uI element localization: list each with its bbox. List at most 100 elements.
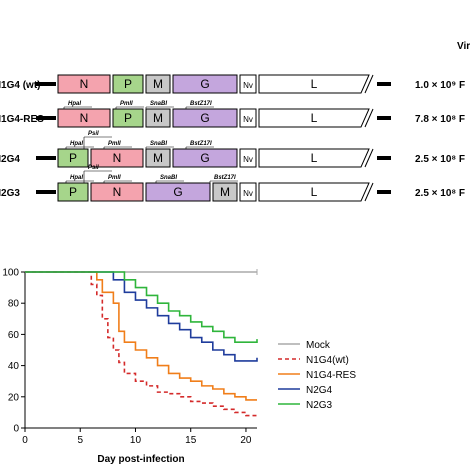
gene-box-nv xyxy=(239,108,257,128)
site-hpai: HpaI xyxy=(70,175,83,181)
gene-label-nv: Nv xyxy=(243,189,253,198)
legend-label-n2g3: N2G3 xyxy=(306,400,333,411)
construct-label: N1G4-RES xyxy=(0,114,44,125)
survival-series xyxy=(25,269,258,417)
site-snabi: SnaBI xyxy=(150,101,167,107)
gene-label-m: M xyxy=(153,77,163,91)
gene-label-l: L xyxy=(311,77,318,91)
gene-box-g xyxy=(172,108,238,128)
gene-label-n: N xyxy=(113,151,122,165)
gene-label-n: N xyxy=(80,111,89,125)
construct-n2g4: N2G4 P N M G Nv L PsiI HpaI PmlI SnaBI BstZ17I 2.5 ×… xyxy=(0,131,465,168)
titer-value: 2.5 × 10⁸ F xyxy=(415,154,465,165)
titer-column-header: Vir xyxy=(457,41,470,52)
gene-label-m: M xyxy=(153,111,163,125)
site-hpai: HpaI xyxy=(70,141,83,147)
gene-label-l: L xyxy=(311,151,318,165)
site-bstz17i: BstZ17I xyxy=(190,141,212,147)
site-bstz17i: BstZ17I xyxy=(214,175,236,181)
x-tick-label: 15 xyxy=(185,435,197,446)
titer-value: 1.0 × 10⁹ F xyxy=(415,80,465,91)
break-mark xyxy=(364,148,374,168)
y-tick-label: 60 xyxy=(8,330,20,341)
gene-label-p: P xyxy=(69,185,77,199)
site-snabi: SnaBI xyxy=(160,175,177,181)
gene-label-g: G xyxy=(173,185,182,199)
break-mark xyxy=(364,74,374,94)
gene-label-nv: Nv xyxy=(243,115,253,124)
gene-box-nv xyxy=(239,148,257,168)
y-tick-label: 100 xyxy=(2,268,19,279)
construct-label: N2G3 xyxy=(0,188,20,199)
site-psii: PsiI xyxy=(88,131,99,137)
legend-label-mock: Mock xyxy=(306,340,331,351)
site-hpai: HpaI xyxy=(68,101,81,107)
series-line-n2g3 xyxy=(25,271,258,343)
site-bstz17i: BstZ17I xyxy=(190,101,212,107)
gene-box-nv xyxy=(239,74,257,94)
chart-legend: Mock N1G4(wt) N1G4-RES N2G4 N2G3 xyxy=(278,340,356,411)
site-pmli: PmlI xyxy=(108,175,121,181)
gene-box-m xyxy=(145,74,171,94)
gene-box-l xyxy=(258,108,370,128)
legend-label-n1g4-res: N1G4-RES xyxy=(306,370,356,381)
x-tick-label: 0 xyxy=(22,435,28,446)
gene-label-g: G xyxy=(200,111,209,125)
series-line-n2g4 xyxy=(25,271,258,362)
gene-box-n xyxy=(90,148,144,168)
titer-value: 7.8 × 10⁸ F xyxy=(415,114,465,125)
gene-box-m xyxy=(145,148,171,168)
construct-n2g3: N2G3 P N G M Nv L PsiI HpaI PmlI SnaBI BstZ17I 2.5 ×… xyxy=(0,165,465,202)
gene-box-p xyxy=(57,182,89,202)
gene-box-l xyxy=(258,148,370,168)
gene-box-p xyxy=(112,108,144,128)
series-line-n1g4-res xyxy=(25,271,257,401)
site-psii: PsiI xyxy=(88,165,99,171)
x-tick-label: 5 xyxy=(77,435,83,446)
gene-label-nv: Nv xyxy=(243,81,253,90)
gene-box-p xyxy=(57,148,89,168)
gene-box-g xyxy=(145,182,211,202)
gene-box-n xyxy=(57,108,111,128)
gene-box-m xyxy=(145,108,171,128)
legend-label-n1g4-wt: N1G4(wt) xyxy=(306,355,349,366)
site-pmli: PmlI xyxy=(120,101,133,107)
gene-box-g xyxy=(172,74,238,94)
x-axis-label: Day post-infection xyxy=(97,454,184,465)
gene-box-n xyxy=(57,74,111,94)
gene-label-m: M xyxy=(153,151,163,165)
x-tick-label: 20 xyxy=(240,435,252,446)
site-snabi: SnaBI xyxy=(150,141,167,147)
gene-label-m: M xyxy=(220,185,230,199)
construct-n1g4-wt: N1G4 (wt) N P M G Nv L 1.0 × 10⁹ F xyxy=(0,74,465,94)
x-tick-label: 10 xyxy=(130,435,142,446)
gene-label-n: N xyxy=(113,185,122,199)
site-pmli: PmlI xyxy=(108,141,121,147)
gene-box-l xyxy=(258,182,370,202)
construct-label: N2G4 xyxy=(0,154,20,165)
y-axis-ticks: 0 20 40 60 80 100 xyxy=(2,268,25,435)
gene-label-g: G xyxy=(200,151,209,165)
y-tick-label: 0 xyxy=(13,424,19,435)
gene-label-p: P xyxy=(124,111,132,125)
series-line-n1g4-wt xyxy=(25,271,257,417)
gene-label-l: L xyxy=(311,185,318,199)
gene-label-g: G xyxy=(200,77,209,91)
y-tick-label: 20 xyxy=(8,392,20,403)
gene-label-l: L xyxy=(311,111,318,125)
break-mark xyxy=(364,108,374,128)
construct-n1g4-res: N1G4-RES N P M G Nv L HpaI PmlI SnaBI BstZ17I 7.8 ×… xyxy=(0,101,465,128)
gene-label-p: P xyxy=(69,151,77,165)
gene-label-nv: Nv xyxy=(243,155,253,164)
gene-box-nv xyxy=(239,182,257,202)
gene-box-l xyxy=(258,74,370,94)
gene-box-g xyxy=(172,148,238,168)
x-axis-ticks: 0 5 10 15 20 xyxy=(22,428,252,446)
survival-chart: 0 20 40 60 80 100 0 5 10 15 20 Day post-infection… xyxy=(2,268,356,466)
titer-value: 2.5 × 10⁸ F xyxy=(415,188,465,199)
y-tick-label: 80 xyxy=(8,299,20,310)
break-mark xyxy=(364,182,374,202)
gene-box-n xyxy=(90,182,144,202)
